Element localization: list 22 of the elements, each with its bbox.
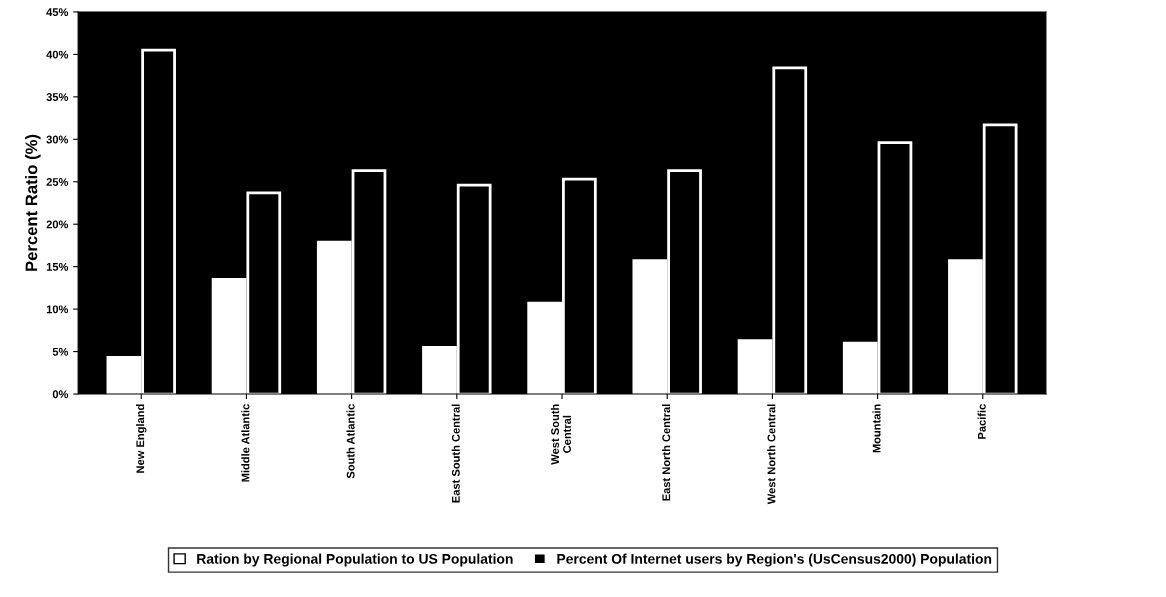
y-axis-title: Percent Ratio (%): [25, 134, 41, 271]
y-tick-label: 15%: [46, 262, 69, 271]
x-tick-label: West South Central: [550, 404, 571, 465]
x-tick-label: South Atlantic: [346, 404, 355, 479]
y-tick-label: 25%: [46, 178, 69, 186]
x-tick-label: Middle Atlantic: [241, 404, 250, 482]
y-tick-label: 30%: [46, 135, 69, 144]
x-tick-label: Mountain: [872, 404, 881, 453]
y-tick-label: 40%: [46, 50, 69, 59]
y-tick-label: 20%: [46, 220, 69, 229]
y-tick-label: 45%: [46, 8, 69, 17]
x-tick-label: Pacific: [977, 404, 986, 439]
x-tick-label: East North Central: [662, 404, 671, 501]
legend-label: Ration by Regional Population to US Population: [197, 553, 513, 567]
y-tick-label: 5%: [52, 347, 69, 356]
x-tick-label: West North Central: [767, 404, 776, 505]
y-tick-label: 35%: [46, 93, 69, 101]
x-tick-label: East South Central: [451, 404, 460, 503]
x-tick-label: New England: [136, 404, 147, 473]
y-tick-label: 10%: [46, 305, 69, 314]
y-tick-label: 0%: [52, 390, 69, 399]
legend-label: Percent Of Internet users by Region's (UsCensus2000) Population: [557, 553, 992, 567]
